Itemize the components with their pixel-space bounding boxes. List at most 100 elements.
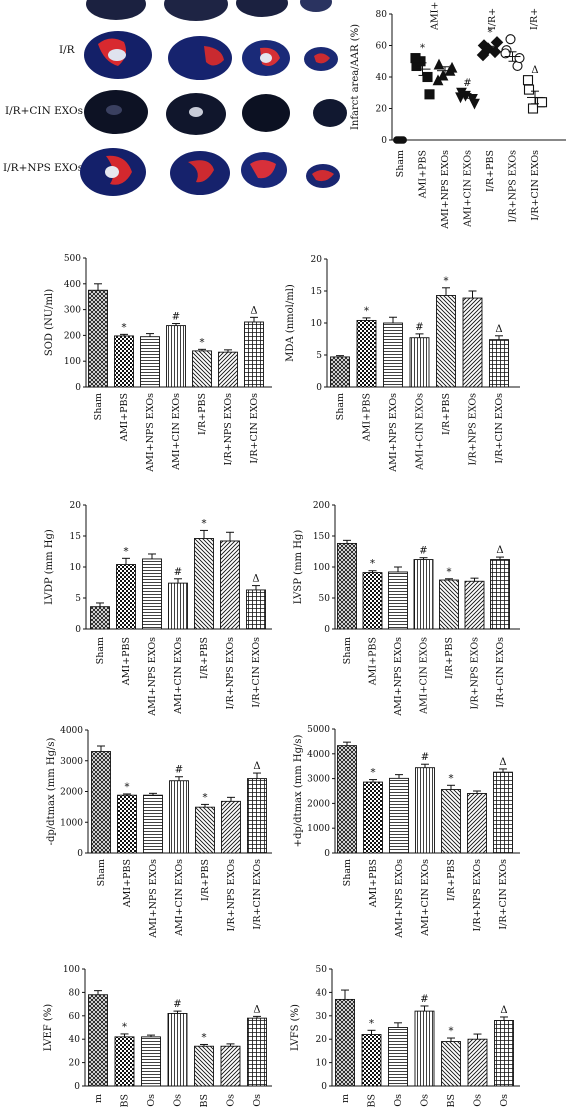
x-category-label-cut: I/R+ (487, 8, 498, 30)
bar (489, 339, 509, 388)
heart-row-top-cut (86, 0, 332, 21)
y-axis-label: -dp/dtmax (mm Hg/s) (46, 738, 57, 846)
data-point (500, 48, 511, 59)
heart-row-label: I/R+CIN EXOs (5, 105, 83, 117)
heart-slice (164, 0, 228, 21)
significance-mark: # (420, 994, 428, 1005)
significance-mark: * (449, 1026, 454, 1037)
infarct-region (250, 160, 276, 179)
x-category-label: I/R+CIN EXOs (530, 150, 541, 221)
bar (116, 564, 136, 630)
data-point (432, 74, 444, 86)
significance-mark: Δ (253, 1004, 260, 1015)
heart-slice-lumen (189, 107, 203, 117)
x-category-label: Os (473, 1094, 484, 1107)
bar (194, 538, 214, 630)
x-category-label: I/R+PBS (444, 637, 455, 679)
significance-mark: # (419, 546, 427, 557)
bar (246, 589, 266, 630)
heart-slice-lumen (260, 53, 272, 63)
x-category-label: I/R+NPS EXOs (508, 150, 519, 223)
bar (220, 540, 240, 630)
bar (464, 580, 485, 630)
heart-slice (236, 0, 288, 17)
significance-mark: Δ (495, 324, 502, 335)
significance-mark: * (420, 43, 425, 54)
bar (462, 297, 483, 388)
chart-mda: 0 5 10 15 20 MDA (nmol/ml) * # * Δ Sham AMI+PBS AMI+… (285, 255, 520, 473)
y-axis-label: LVFS (%) (290, 1004, 301, 1051)
significance-mark: * (125, 782, 130, 793)
bar (221, 800, 241, 854)
data-point (523, 84, 535, 95)
chart-infarct: 0 20 40 60 80 Infarct area/AAR (%) * # * Δ Sham AMI… (350, 2, 566, 230)
x-category-label: AMI+PBS (119, 393, 130, 442)
significance-mark: # (175, 765, 183, 776)
bar (114, 335, 134, 388)
y-tick-label: 5000 (307, 725, 330, 735)
significance-mark: * (488, 27, 493, 38)
bar (168, 582, 188, 630)
heart-slice-lumen (105, 166, 119, 178)
chart-lvsp: 0 50 100 150 200 LVSP (mm Hg) * # * Δ Sham AMI+PBS A… (293, 501, 520, 717)
heart-row-ir: I/R (59, 31, 338, 80)
y-tick-label: 60 (376, 42, 388, 52)
significance-mark: Δ (253, 761, 260, 772)
significance-mark: * (122, 1022, 127, 1033)
heart-slice (242, 94, 290, 132)
infarct-region (204, 46, 224, 66)
data-point (437, 69, 449, 81)
y-axis-label: Infarct area/AAR (%) (350, 24, 361, 130)
x-category-label-cut: AMI+ (430, 2, 441, 31)
y-tick-label: 1000 (307, 824, 330, 834)
data-point (514, 53, 525, 64)
y-tick-label: 60 (69, 1012, 81, 1022)
heart-slice (313, 99, 347, 127)
y-tick-label: 20 (316, 1035, 328, 1045)
x-category-label-cut: I/R+ (529, 8, 540, 30)
bar (330, 356, 350, 388)
y-tick-label: 10 (316, 1059, 328, 1069)
heart-row-ir-nps: I/R+NPS EXOs (3, 148, 340, 196)
y-tick-label: 0 (316, 383, 322, 393)
x-category-label: AMI+CIN EXOs (173, 637, 184, 715)
significance-mark: * (444, 276, 449, 287)
y-axis-label: LVEF (%) (43, 1004, 54, 1051)
significance-mark: Δ (531, 65, 538, 76)
chart-lvdp: 0 5 10 15 20 LVDP (mm Hg) * # * Δ Sham AMI+PBS AMI+N… (44, 501, 272, 717)
x-category-label: Sham (395, 150, 406, 177)
data-point (446, 61, 458, 73)
data-point (422, 71, 433, 83)
x-category-label: BS (199, 1094, 210, 1108)
bar (383, 322, 403, 388)
x-category-label: I/R+NPS EXOs (470, 637, 481, 710)
x-category-label: Sham (342, 637, 353, 664)
y-tick-label: 100 (313, 563, 330, 573)
bar (117, 794, 137, 854)
x-category-label: I/R+PBS (485, 150, 496, 192)
significance-mark: * (202, 1032, 207, 1043)
bar (363, 781, 383, 854)
y-tick-label: 20 (311, 255, 323, 265)
x-category-label: I/R+CIN EXOs (494, 393, 505, 464)
x-category-label: I/R+PBS (441, 393, 452, 435)
bar (91, 751, 111, 854)
x-category-label: AMI+PBS (362, 393, 373, 442)
y-tick-label: 0 (75, 383, 81, 393)
bar (194, 1045, 214, 1087)
x-category-label: Os (252, 1094, 263, 1107)
x-category-label: Os (420, 1094, 431, 1107)
y-tick-label: 0 (324, 625, 330, 635)
y-tick-label: 300 (64, 306, 81, 316)
significance-mark: # (173, 999, 181, 1010)
infarct-region (314, 53, 330, 64)
x-category-label: Sham (335, 393, 346, 420)
infarct-region (312, 170, 334, 182)
data-point (410, 53, 421, 64)
significance-mark: * (364, 306, 369, 317)
bar (415, 767, 435, 854)
x-category-label: AMI+NPS EXOs (147, 637, 158, 717)
data-point (522, 75, 534, 86)
y-axis-label: LVSP (mm Hg) (293, 530, 304, 605)
x-category-label: Os (146, 1094, 157, 1107)
